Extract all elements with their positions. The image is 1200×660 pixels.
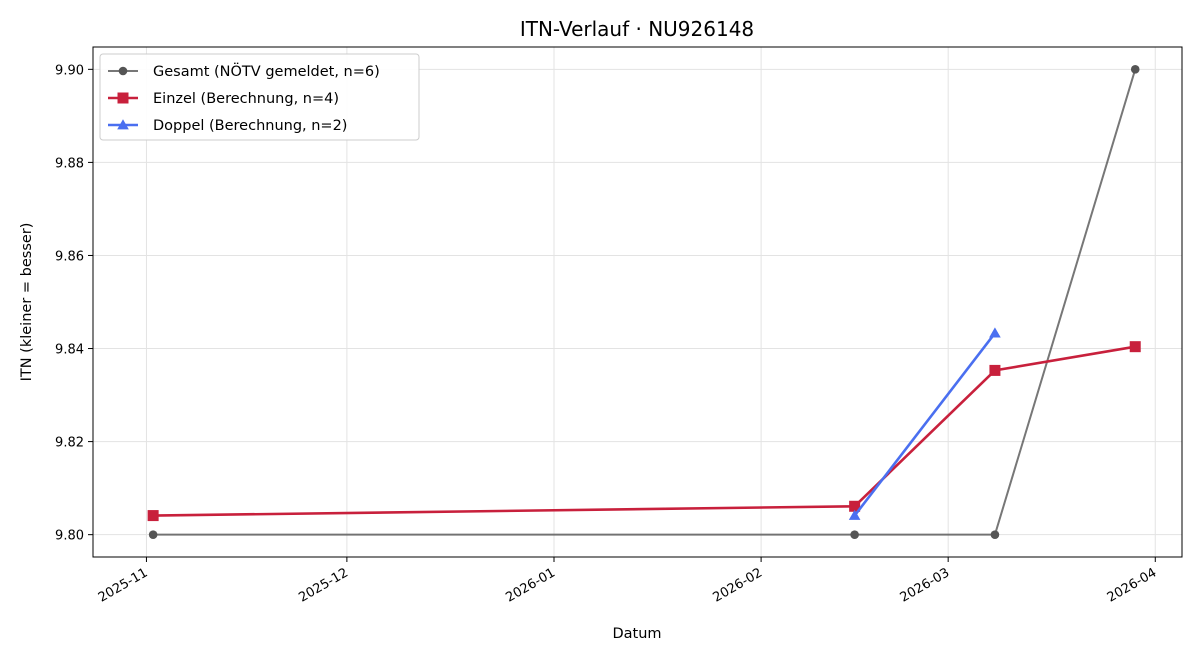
legend-swatch-marker — [117, 92, 129, 104]
y-axis-label: ITN (kleiner = besser) — [19, 223, 35, 382]
legend-label: Gesamt (NÖTV gemeldet, n=6) — [153, 62, 380, 80]
data-point — [148, 530, 158, 539]
x-axis-label: Datum — [612, 626, 661, 642]
data-point — [849, 500, 861, 512]
legend-swatch-marker — [118, 66, 128, 76]
y-tick-label: 9.80 — [55, 529, 84, 544]
y-tick-label: 9.90 — [55, 63, 84, 78]
plot-frame — [92, 46, 1183, 558]
data-point — [989, 364, 1001, 376]
series-1 — [148, 65, 1140, 539]
y-tick-label: 9.88 — [55, 156, 84, 171]
series-2 — [147, 341, 1141, 522]
data-point — [1130, 65, 1140, 74]
y-tick-label: 9.84 — [55, 343, 84, 358]
grid — [93, 47, 1182, 557]
series-layer — [147, 65, 1141, 539]
y-axis: 9.80 9.82 9.84 9.86 9.88 9.90 — [55, 63, 93, 544]
series-3 — [848, 327, 1001, 520]
legend-box — [99, 53, 420, 141]
series-line — [853, 332, 996, 517]
data-point — [850, 530, 859, 539]
legend-label: Doppel (Berechnung, n=2) — [153, 118, 347, 134]
legend-item: Doppel (Berechnung, n=2) — [108, 118, 347, 134]
series-line — [153, 69, 1137, 536]
legend-swatch-marker — [117, 119, 129, 130]
legend: Gesamt (NÖTV gemeldet, n=6) Einzel (Berec… — [99, 53, 420, 141]
data-point — [147, 510, 159, 522]
data-point — [989, 327, 1001, 338]
y-tick-label: 9.86 — [55, 249, 84, 264]
legend-item: Einzel (Berechnung, n=4) — [108, 91, 339, 107]
series-line — [153, 345, 1136, 517]
legend-item: Gesamt (NÖTV gemeldet, n=6) — [108, 62, 380, 80]
chart-title: ITN-Verlauf · NU926148 — [520, 17, 754, 41]
data-point — [1129, 341, 1141, 353]
legend-label: Einzel (Berechnung, n=4) — [153, 91, 339, 107]
data-point — [990, 530, 1000, 539]
y-tick-label: 9.82 — [55, 436, 84, 451]
data-point — [848, 509, 861, 520]
